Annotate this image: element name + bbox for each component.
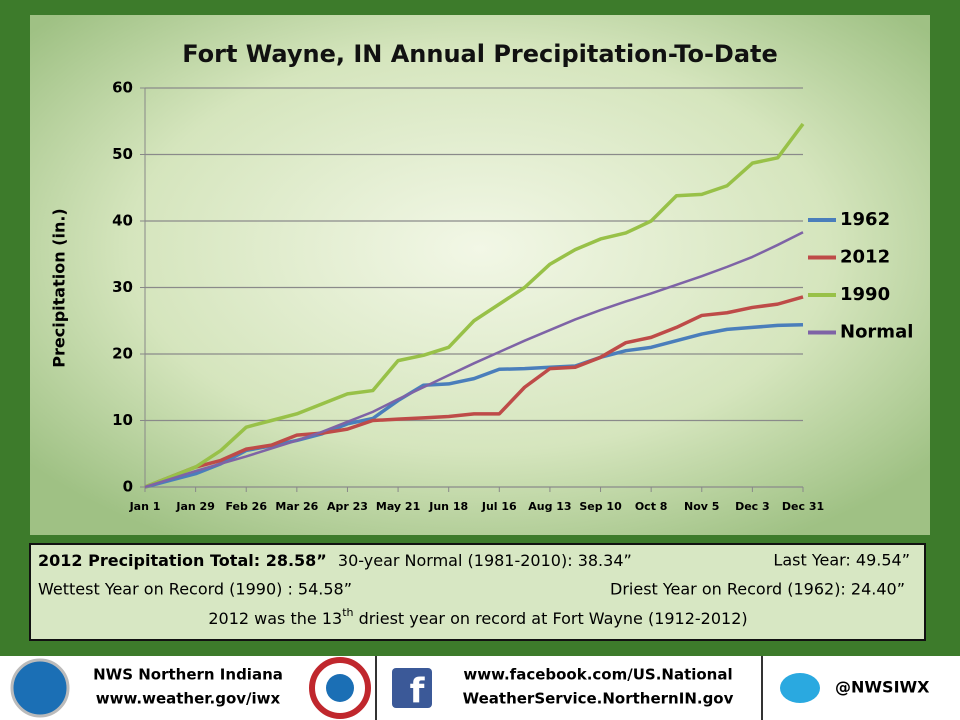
x-tick-label: Jan 29	[175, 500, 214, 513]
total: 2012 Precipitation Total: 28.58”	[38, 551, 327, 570]
y-axis-label: Precipitation (in.)	[50, 208, 69, 367]
legend-label: 1962	[840, 209, 890, 230]
x-tick-label: Oct 8	[635, 500, 668, 513]
series-line	[144, 231, 804, 489]
y-tick-label: 40	[112, 212, 133, 230]
x-tick-label: Dec 31	[782, 500, 824, 513]
twitter-logo	[780, 673, 820, 703]
last-year: Last Year: 49.54”	[773, 551, 910, 570]
x-tick-label: Nov 5	[684, 500, 719, 513]
chart-panel	[30, 15, 930, 535]
y-tick-label: 20	[112, 345, 133, 363]
y-tick-label: 50	[112, 145, 133, 163]
website: www.weather.gov/iwx	[96, 690, 281, 708]
summary-line-1: 2012 Precipitation Total: 28.58” 30-year…	[38, 551, 632, 570]
chart-title: Fort Wayne, IN Annual Precipitation-To-D…	[182, 40, 778, 68]
facebook-f: f	[410, 672, 426, 712]
rank-text: 2012 was the 13	[208, 609, 342, 628]
legend-label: Normal	[840, 322, 913, 343]
legend-label: 1990	[840, 284, 890, 305]
y-tick-label: 0	[123, 478, 133, 496]
facebook-2: WeatherService.NorthernIN.gov	[463, 690, 734, 708]
office: NWS Northern Indiana	[93, 666, 283, 684]
x-tick-label: Jan 1	[129, 500, 161, 513]
y-tick-label: 10	[112, 411, 133, 429]
x-tick-label: Sep 10	[579, 500, 622, 513]
x-tick-label: Apr 23	[327, 500, 368, 513]
x-tick-label: Feb 26	[225, 500, 267, 513]
y-tick-label: 60	[112, 79, 133, 97]
series-line	[144, 295, 804, 489]
legend-label: 2012	[840, 247, 890, 268]
x-tick-label: Aug 13	[528, 500, 571, 513]
twitter: @NWSIWX	[835, 678, 930, 697]
rank-text: driest year on record at Fort Wayne (191…	[353, 609, 747, 628]
x-tick-label: Jun 18	[428, 500, 468, 513]
wettest: Wettest Year on Record (1990) : 54.58”	[38, 580, 352, 599]
x-tick-label: May 21	[376, 500, 420, 513]
driest: Driest Year on Record (1962): 24.40”	[610, 580, 905, 599]
noaa-logo	[10, 658, 70, 718]
nws-logo-center	[326, 674, 354, 702]
facebook-1: www.facebook.com/US.National	[463, 666, 732, 684]
x-tick-label: Dec 3	[735, 500, 770, 513]
rank-suffix: th	[342, 606, 353, 619]
normal: 30-year Normal (1981-2010): 38.34”	[338, 551, 632, 570]
series-line	[144, 122, 805, 489]
facebook-logo	[392, 668, 432, 708]
x-tick-label: Mar 26	[275, 500, 318, 513]
y-tick-label: 30	[112, 278, 133, 296]
summary-box	[29, 543, 926, 641]
rank: 2012 was the 13th driest year on record …	[208, 606, 747, 628]
x-tick-label: Jul 16	[481, 500, 517, 513]
